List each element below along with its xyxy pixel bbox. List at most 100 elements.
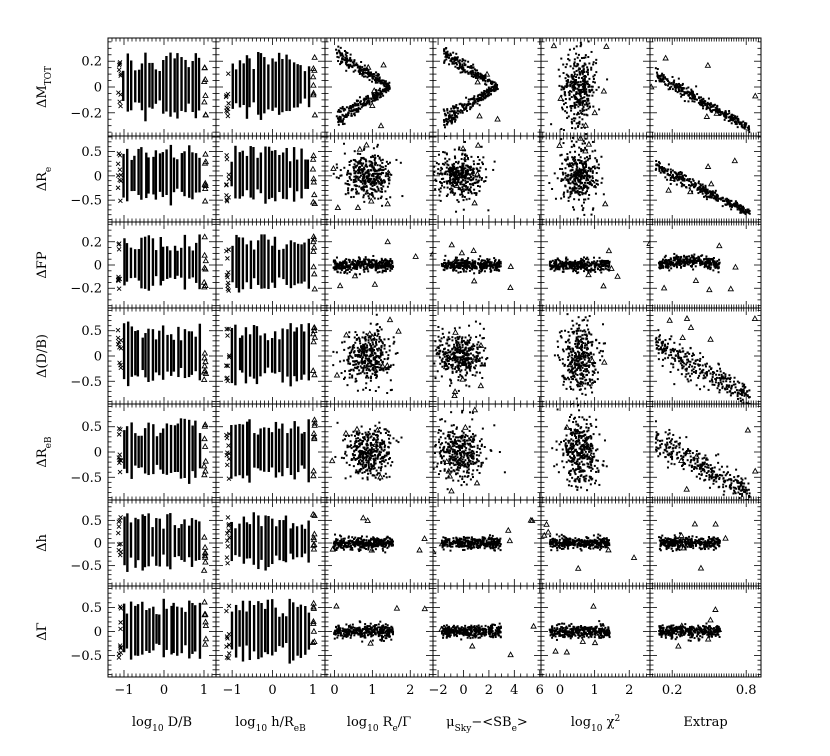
data-point [357,99,360,102]
data-point-triangle [202,282,209,288]
data-point [484,179,487,182]
data-point [352,70,355,73]
data-point-column [148,62,151,108]
data-point [706,188,709,191]
data-point [357,178,360,181]
data-point [574,81,577,84]
data-point [366,170,369,173]
data-point [349,56,352,59]
data-point [588,77,591,80]
data-point [737,206,740,209]
data-point [452,171,455,174]
data-point [595,88,598,91]
data-point [586,104,589,107]
data-point [569,169,572,172]
data-point [654,168,657,171]
data-point [579,45,582,48]
data-point [346,180,349,183]
data-point [678,178,681,181]
data-point [584,86,587,89]
data-point [347,258,350,261]
data-point [714,106,717,109]
data-point [562,173,565,176]
data-point [471,104,474,107]
data-point-cross [225,256,230,261]
data-point [380,266,383,269]
data-point [688,96,691,99]
data-point [586,103,589,106]
data-point [472,170,475,173]
data-point [561,168,564,171]
data-point [463,64,466,67]
data-point [658,79,661,82]
data-point [455,184,458,187]
data-point-triangle [369,102,376,109]
data-point [739,121,742,124]
data-point [454,157,457,160]
data-point-column [304,159,307,189]
data-point [698,103,701,106]
data-point [681,178,684,181]
data-point-triangle [202,150,209,157]
data-point [377,169,380,172]
data-point [454,177,457,180]
data-point-column [137,249,141,281]
data-point-column [241,150,244,197]
data-point [572,86,575,89]
data-point [560,88,563,91]
data-point-cross [117,177,122,183]
data-point [362,266,365,269]
data-point [682,176,685,179]
data-point-triangle [550,42,558,49]
data-point-triangle [576,167,583,174]
data-point [477,99,480,102]
data-point [678,175,681,178]
data-point [359,65,362,68]
data-point [451,57,454,60]
data-point [580,57,583,60]
data-point [453,116,456,119]
data-point [388,262,391,265]
data-point [748,212,751,215]
data-point-cross [224,248,229,254]
data-point [470,66,473,69]
data-point [553,172,556,175]
data-point [335,263,338,266]
data-point [358,68,361,71]
data-point [375,181,378,184]
data-point [558,84,561,87]
data-point [355,180,358,183]
data-point [384,270,387,273]
data-point [446,111,449,114]
data-point [350,263,353,266]
data-point [697,180,700,183]
data-point [370,188,373,191]
data-point [345,113,348,116]
data-point [590,167,593,170]
data-point [376,145,379,148]
data-point [371,154,374,157]
data-point [341,105,344,108]
data-point [380,82,383,85]
data-point [382,265,385,268]
data-point [571,175,574,178]
data-point [668,87,671,90]
data-point [355,109,358,112]
data-point [381,169,384,172]
data-point [569,65,572,68]
data-point [337,49,340,52]
data-point [490,80,493,83]
data-point [371,99,374,102]
data-point [460,65,463,68]
data-point-column [188,246,191,279]
data-point-column [264,146,267,204]
data-point [579,182,582,185]
data-point [474,71,477,74]
data-point [587,56,590,59]
data-point [350,268,353,271]
data-point [340,267,343,270]
data-point [732,204,735,207]
data-point [571,181,574,184]
data-point [446,182,449,185]
data-point [352,195,355,198]
